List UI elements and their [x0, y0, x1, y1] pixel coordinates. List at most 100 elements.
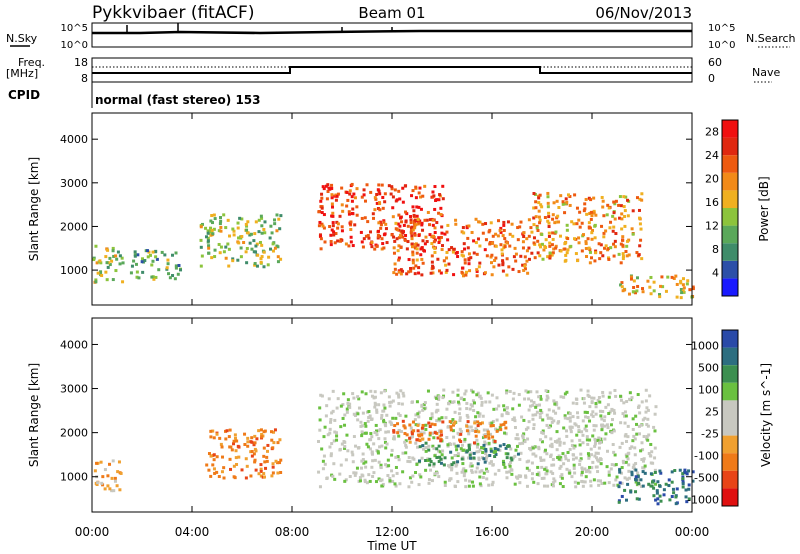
- velocity-cell: [480, 400, 484, 404]
- velocity-cell: [451, 423, 455, 427]
- velocity-cell: [624, 460, 628, 464]
- power-cell: [467, 252, 471, 256]
- velocity-cell: [564, 457, 568, 461]
- power-cell: [621, 235, 625, 239]
- power-cell: [405, 247, 409, 251]
- velocity-cell: [265, 459, 269, 463]
- velocity-cell: [225, 429, 229, 433]
- velocity-cell: [244, 476, 248, 480]
- velocity-cell: [362, 461, 366, 465]
- power-cell: [463, 247, 467, 251]
- velocity-cell: [593, 437, 597, 441]
- velocity-cell: [674, 502, 678, 506]
- power-cell: [551, 231, 555, 235]
- power-cell: [682, 286, 686, 290]
- velocity-cell: [563, 454, 567, 458]
- power-cell: [405, 212, 409, 216]
- power-cell: [437, 198, 441, 202]
- velocity-cell: [480, 446, 484, 450]
- velocity-cell: [469, 451, 473, 455]
- velocity-cell: [557, 420, 561, 424]
- velocity-cell: [452, 442, 456, 446]
- power-cell: [378, 192, 382, 196]
- velocity-cell: [581, 484, 585, 488]
- velocity-cell: [364, 431, 368, 435]
- power-cell: [412, 221, 416, 225]
- velocity-cell: [634, 478, 638, 482]
- power-cell: [250, 247, 254, 251]
- power-cell: [561, 200, 565, 204]
- power-cell: [553, 221, 557, 225]
- power-cell: [363, 199, 367, 203]
- power-cell: [619, 242, 623, 246]
- velocity-cell: [441, 420, 445, 424]
- power-cell: [532, 223, 536, 227]
- power-cell: [487, 230, 491, 234]
- power-cell: [406, 224, 410, 228]
- freq-panel: Freq. [MHz] 18 8 60 0 Nave: [6, 56, 780, 85]
- power-cell: [620, 281, 624, 285]
- power-cell: [508, 244, 512, 248]
- velocity-cell: [260, 435, 264, 439]
- power-cell: [674, 274, 678, 278]
- velocity-cell: [547, 425, 551, 429]
- power-cell: [546, 255, 550, 259]
- velocity-cell: [332, 439, 336, 443]
- velocity-cell: [480, 469, 484, 473]
- velocity-cell: [604, 432, 608, 436]
- velocity-cell: [106, 474, 110, 478]
- velocity-cell: [571, 401, 575, 405]
- velocity-cell: [631, 439, 635, 443]
- power-cell: [378, 208, 382, 212]
- power-cell: [590, 214, 594, 218]
- velocity-cell: [418, 459, 422, 463]
- velocity-cell: [360, 434, 364, 438]
- power-cell: [632, 285, 636, 289]
- velocity-cell: [464, 485, 468, 489]
- velocity-cell: [474, 434, 478, 438]
- power-cell: [582, 209, 586, 213]
- velocity-cell: [453, 453, 457, 457]
- velocity-cell: [414, 413, 418, 417]
- velocity-cell: [449, 428, 453, 432]
- power-cell: [219, 245, 223, 249]
- velocity-cell: [643, 416, 647, 420]
- velocity-cell: [601, 390, 605, 394]
- power-cell: [277, 217, 281, 221]
- power-cell: [394, 227, 398, 231]
- power-cell: [347, 212, 351, 216]
- velocity-cell: [414, 471, 418, 475]
- velocity-cell: [412, 457, 416, 461]
- velocity-cell: [411, 474, 415, 478]
- power-cell: [415, 251, 419, 255]
- power-colorbar-tick: 8: [712, 243, 719, 256]
- velocity-cell: [322, 435, 326, 439]
- velocity-cell: [518, 457, 522, 461]
- power-cell: [499, 226, 503, 230]
- velocity-cell: [360, 390, 364, 394]
- power-cell: [380, 247, 384, 251]
- velocity-cell: [340, 442, 344, 446]
- velocity-cell: [447, 478, 451, 482]
- power-cell: [362, 237, 366, 241]
- power-cell: [245, 231, 249, 235]
- power-cell: [351, 207, 355, 211]
- velocity-cell: [630, 445, 634, 449]
- power-cell: [370, 245, 374, 249]
- velocity-cell: [430, 422, 434, 426]
- power-cell: [477, 220, 481, 224]
- power-cell: [591, 228, 595, 232]
- velocity-cell: [343, 413, 347, 417]
- velocity-cell: [463, 437, 467, 441]
- velocity-cell: [462, 398, 466, 402]
- power-cell: [319, 237, 323, 241]
- velocity-cell: [486, 431, 490, 435]
- power-cell: [244, 250, 248, 254]
- power-cell: [369, 190, 373, 194]
- velocity-cell: [585, 429, 589, 433]
- power-cell: [505, 257, 509, 261]
- velocity-cell: [428, 433, 432, 437]
- velocity-cell: [376, 451, 380, 455]
- velocity-cell: [597, 459, 601, 463]
- power-cell: [419, 207, 423, 211]
